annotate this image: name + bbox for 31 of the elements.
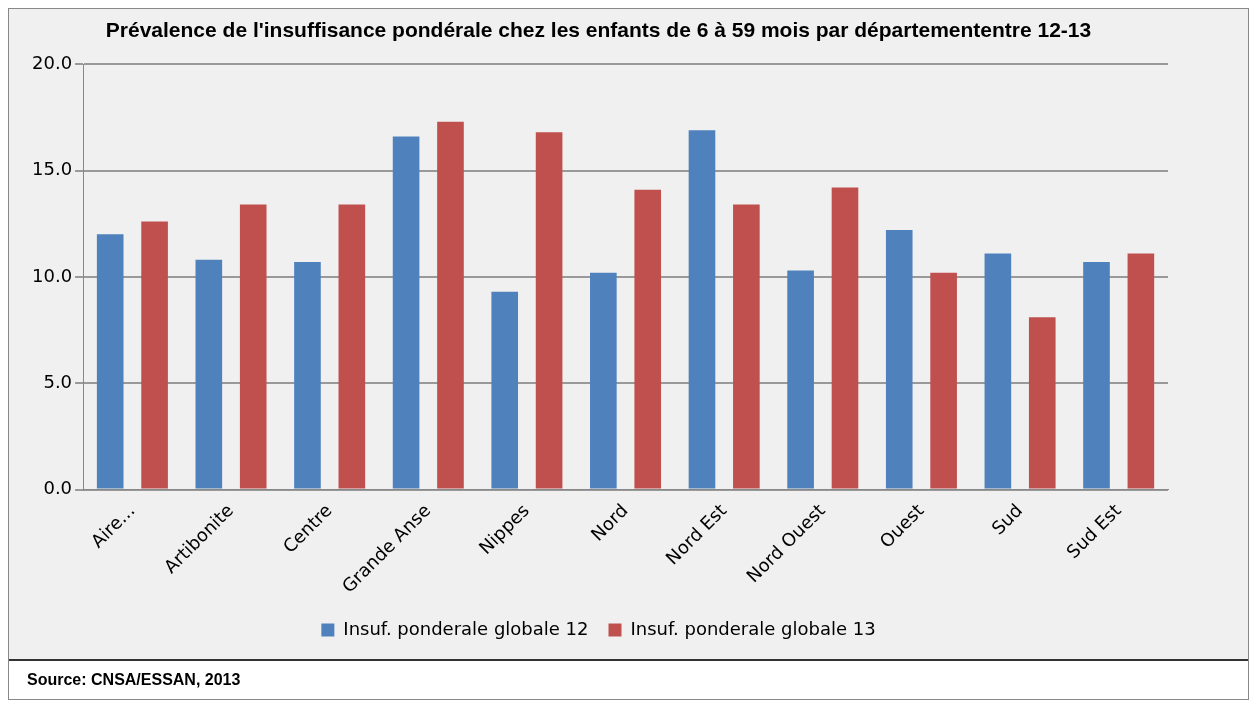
chart-title: Prévalence de l'insuffisance pondérale chez les enfants de 6 à 59 mois par départemententre 12-13 xyxy=(105,18,1092,42)
y-tick-label: 0.0 xyxy=(43,477,73,499)
bar xyxy=(885,230,913,489)
bar xyxy=(590,272,617,489)
bar xyxy=(437,121,464,489)
bar xyxy=(787,270,814,489)
bar xyxy=(1127,253,1155,489)
bar xyxy=(1028,317,1056,489)
bar xyxy=(392,136,420,489)
bar xyxy=(1083,262,1110,489)
bar xyxy=(535,132,563,489)
bar xyxy=(195,259,223,489)
bar xyxy=(733,204,760,489)
bar xyxy=(831,187,859,489)
bar xyxy=(688,130,716,489)
y-tick-label: 10.0 xyxy=(32,264,73,286)
y-tick-label: 5.0 xyxy=(43,370,73,392)
bar xyxy=(96,234,124,489)
bar xyxy=(294,262,321,489)
legend-label: Insuf. ponderale globale 12 xyxy=(343,617,589,639)
y-tick-label: 20.0 xyxy=(32,51,73,73)
legend-label: Insuf. ponderale globale 13 xyxy=(630,617,876,639)
bar xyxy=(984,253,1012,489)
y-tick-label: 15.0 xyxy=(32,158,73,180)
source-note: Source: CNSA/ESSAN, 2013 xyxy=(26,670,242,690)
bar xyxy=(141,221,168,489)
bar xyxy=(239,204,267,489)
bar xyxy=(930,272,957,489)
bar xyxy=(634,189,662,489)
bar xyxy=(491,291,519,489)
bar xyxy=(338,204,366,489)
